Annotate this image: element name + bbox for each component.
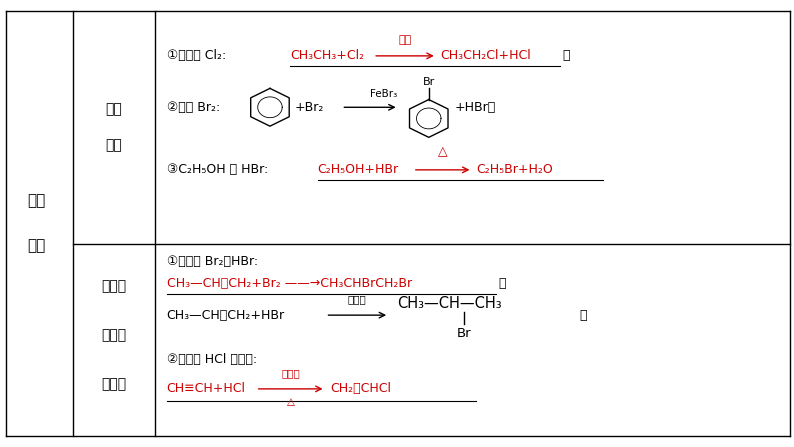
Text: ；: ；	[580, 308, 587, 322]
Text: Br: Br	[457, 326, 471, 340]
Text: ，: ，	[499, 277, 506, 291]
Text: CH₃—CH︳CH₂+HBr: CH₃—CH︳CH₂+HBr	[167, 308, 285, 322]
Text: CH₃CH₂Cl+HCl: CH₃CH₂Cl+HCl	[441, 49, 531, 63]
Text: △: △	[287, 397, 295, 407]
Text: 催化剂: 催化剂	[348, 294, 367, 304]
Text: 成反应: 成反应	[102, 377, 126, 392]
Text: ③C₂H₅OH 与 HBr:: ③C₂H₅OH 与 HBr:	[167, 163, 268, 177]
Text: C₂H₅Br+H₂O: C₂H₅Br+H₂O	[476, 163, 553, 177]
Text: 反应: 反应	[106, 138, 122, 152]
Text: CH₃—CH︳CH₂+Br₂ ——→CH₃CHBrCH₂Br: CH₃—CH︳CH₂+Br₂ ——→CH₃CHBrCH₂Br	[167, 277, 412, 291]
Text: FeBr₃: FeBr₃	[370, 89, 397, 99]
Text: Br: Br	[422, 77, 435, 87]
Text: ②乙炔与 HCl 的反应:: ②乙炔与 HCl 的反应:	[167, 353, 257, 367]
Text: 取代: 取代	[106, 102, 122, 117]
Text: ，: ，	[562, 49, 569, 63]
Text: C₂H₅OH+HBr: C₂H₅OH+HBr	[318, 163, 399, 177]
Text: 烃的加: 烃的加	[102, 328, 126, 342]
Text: CH₃CH₃+Cl₂: CH₃CH₃+Cl₂	[290, 49, 364, 63]
Text: 方法: 方法	[28, 238, 45, 253]
Text: 制备: 制备	[28, 194, 45, 209]
Text: 催化剂: 催化剂	[281, 368, 300, 378]
Text: △: △	[437, 146, 448, 159]
Text: 光照: 光照	[399, 35, 411, 45]
Text: CH≡CH+HCl: CH≡CH+HCl	[167, 382, 245, 396]
Text: CH₃—CH—CH₃: CH₃—CH—CH₃	[397, 296, 502, 312]
Text: +Br₂: +Br₂	[295, 101, 324, 114]
Text: ①乙烷与 Cl₂:: ①乙烷与 Cl₂:	[167, 49, 226, 63]
Text: ②苯与 Br₂:: ②苯与 Br₂:	[167, 101, 220, 114]
Text: ①丙烯与 Br₂、HBr:: ①丙烯与 Br₂、HBr:	[167, 255, 258, 268]
Text: +HBr；: +HBr；	[455, 101, 496, 114]
Text: 不饱和: 不饱和	[102, 279, 126, 293]
Text: CH₂︳CHCl: CH₂︳CHCl	[330, 382, 391, 396]
